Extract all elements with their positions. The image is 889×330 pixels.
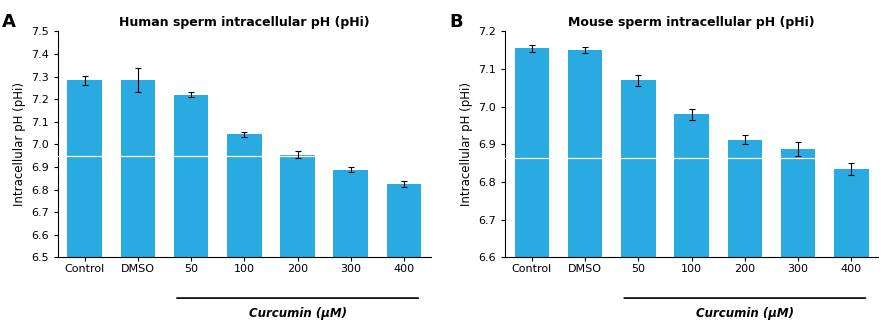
Bar	[68, 80, 102, 257]
Bar	[121, 80, 156, 257]
Text: Curcumin (μM): Curcumin (μM)	[249, 307, 347, 320]
Bar	[781, 149, 815, 257]
Bar	[227, 134, 261, 257]
Title: Mouse sperm intracellular pH (pHi): Mouse sperm intracellular pH (pHi)	[568, 16, 815, 29]
Bar	[333, 170, 368, 257]
Y-axis label: Intracellular pH (pHi): Intracellular pH (pHi)	[460, 82, 473, 207]
Text: Curcumin (μM): Curcumin (μM)	[696, 307, 794, 320]
Bar	[834, 169, 869, 257]
Bar	[515, 49, 549, 257]
Y-axis label: Intracellular pH (pHi): Intracellular pH (pHi)	[12, 82, 26, 207]
Bar	[280, 154, 315, 257]
Text: A: A	[2, 13, 16, 31]
Bar	[387, 184, 421, 257]
Bar	[727, 140, 762, 257]
Bar	[568, 50, 603, 257]
Bar	[675, 114, 709, 257]
Bar	[621, 81, 656, 257]
Bar	[174, 95, 208, 257]
Title: Human sperm intracellular pH (pHi): Human sperm intracellular pH (pHi)	[119, 16, 370, 29]
Text: B: B	[450, 13, 463, 31]
